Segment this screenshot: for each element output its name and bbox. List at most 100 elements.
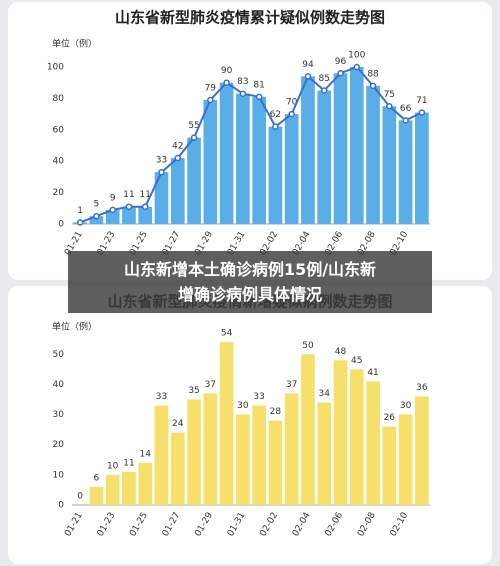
bar [317,90,332,224]
bar [236,414,250,505]
value-label: 100 [348,51,365,61]
y-tick-label: 0 [58,501,64,511]
chart-title: 山东省新型肺炎疫情累计疑似例数走势图 [115,9,385,27]
value-label: 36 [416,383,428,393]
point [158,168,165,176]
bar [138,462,153,505]
value-label: 54 [221,329,233,339]
bar [203,99,218,224]
value-label: 90 [221,66,233,76]
value-label: 42 [172,142,183,152]
point [353,63,361,71]
bar [122,471,136,505]
point [141,203,149,210]
bar [154,172,169,224]
bar [415,112,429,224]
y-tick-label: 50 [53,350,65,360]
value-label: 33 [156,392,167,402]
value-label: 75 [384,90,395,100]
bar [219,82,234,224]
banner: 山东新增本土确诊病例15例/山东新 增确诊病例具体情况 [68,251,432,313]
point [125,203,133,210]
value-label: 96 [335,57,347,67]
bar [105,474,120,505]
value-label: 33 [156,156,167,166]
point [93,212,100,220]
value-label: 11 [123,458,134,468]
point [207,96,214,104]
bar [301,354,315,505]
value-label: 11 [140,190,151,200]
value-label: 24 [172,419,184,429]
point [190,134,198,141]
y-axis-label: 单位（例） [52,321,97,333]
bar [301,76,315,224]
value-label: 48 [335,347,347,357]
value-label: 79 [205,83,217,93]
value-label: 85 [319,74,330,84]
bar [203,393,218,505]
y-axis-label: 单位（例） [52,38,97,50]
value-label: 35 [188,386,199,396]
bar [284,393,299,505]
bar [366,85,380,224]
bar [89,216,104,224]
y-tick-label: 80 [53,94,65,104]
bar [284,114,299,224]
point [288,110,295,118]
bar [252,96,266,224]
point [109,206,116,214]
bar [382,426,397,505]
point [239,90,247,97]
bar [154,405,169,505]
point [223,79,230,86]
value-label: 50 [302,341,314,351]
bar [187,399,201,505]
value-label: 70 [286,98,298,108]
y-tick-label: 30 [53,410,65,420]
value-label: 37 [286,380,297,390]
point [272,123,279,130]
banner-line: 山东新增本土确诊病例15例/山东新 [123,260,377,279]
point [304,73,312,80]
point [402,117,409,124]
bar [366,381,380,505]
value-label: 88 [367,69,379,79]
y-tick-label: 100 [47,63,64,73]
y-tick-label: 60 [53,125,65,135]
value-label: 9 [110,193,116,203]
y-tick-label: 0 [58,220,64,230]
bar [236,93,250,224]
bar [349,369,364,505]
bar [105,209,120,224]
value-label: 33 [253,392,264,402]
bar [138,206,153,224]
point [418,109,426,116]
y-tick-label: 10 [53,470,65,480]
value-label: 83 [237,77,248,87]
value-label: 30 [400,401,412,411]
bar [398,120,413,224]
value-label: 94 [302,60,314,70]
y-tick-label: 40 [53,380,65,390]
bar [349,67,364,224]
bar [382,106,397,224]
y-tick-label: 20 [53,440,65,450]
value-label: 10 [107,461,119,471]
point [337,70,344,77]
bar [122,206,136,224]
value-label: 41 [367,368,378,378]
point [369,82,377,90]
line [79,65,423,224]
value-label: 30 [237,401,249,411]
point [76,219,84,226]
value-label: 81 [253,80,264,90]
value-label: 45 [351,356,362,366]
y-tick-label: 40 [53,157,65,167]
value-label: 28 [270,407,282,417]
bar [415,396,429,505]
bar [89,486,104,505]
bar [170,432,185,505]
point [320,87,328,94]
